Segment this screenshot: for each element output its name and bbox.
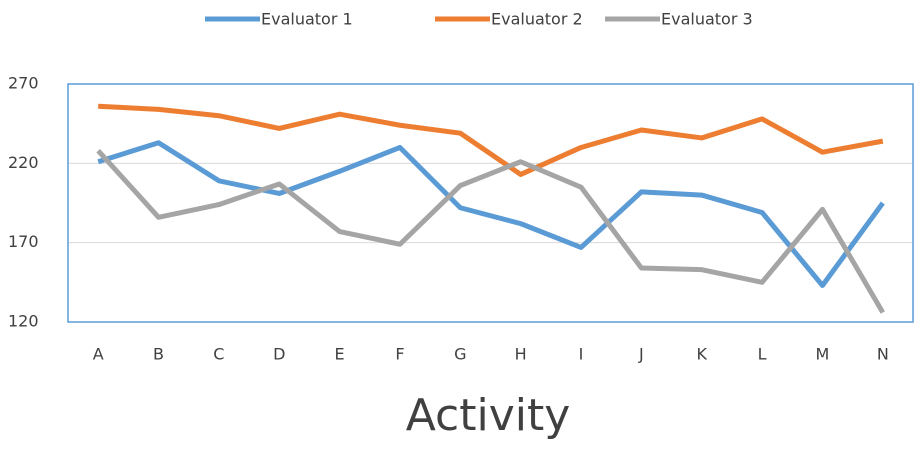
y-tick-label: 120 <box>8 312 39 331</box>
x-tick-label: J <box>638 345 644 364</box>
x-tick-label: I <box>579 345 584 364</box>
y-tick-label: 270 <box>8 74 39 93</box>
series-line <box>97 140 885 289</box>
x-tick-label: D <box>273 345 285 364</box>
x-tick-label: E <box>335 345 345 364</box>
series-line <box>96 148 885 314</box>
x-tick-label: G <box>454 345 466 364</box>
x-tick-label: K <box>697 345 708 364</box>
x-tick-label: B <box>153 345 164 364</box>
plot-border <box>67 83 914 323</box>
y-tick-label: 220 <box>8 153 39 172</box>
y-tick-label: 170 <box>8 232 39 251</box>
x-tick-label: H <box>515 345 527 364</box>
x-tick-label: M <box>816 345 830 364</box>
series-line <box>98 103 884 177</box>
legend-label: Evaluator 3 <box>661 10 753 29</box>
x-tick-label: N <box>877 345 889 364</box>
legend-label: Evaluator 1 <box>261 10 353 29</box>
x-tick-label: A <box>93 345 104 364</box>
x-axis-title: Activity <box>406 390 571 441</box>
x-tick-label: C <box>213 345 224 364</box>
legend-label: Evaluator 2 <box>491 10 583 29</box>
x-tick-label: L <box>758 345 767 364</box>
x-tick-label: F <box>395 345 404 364</box>
